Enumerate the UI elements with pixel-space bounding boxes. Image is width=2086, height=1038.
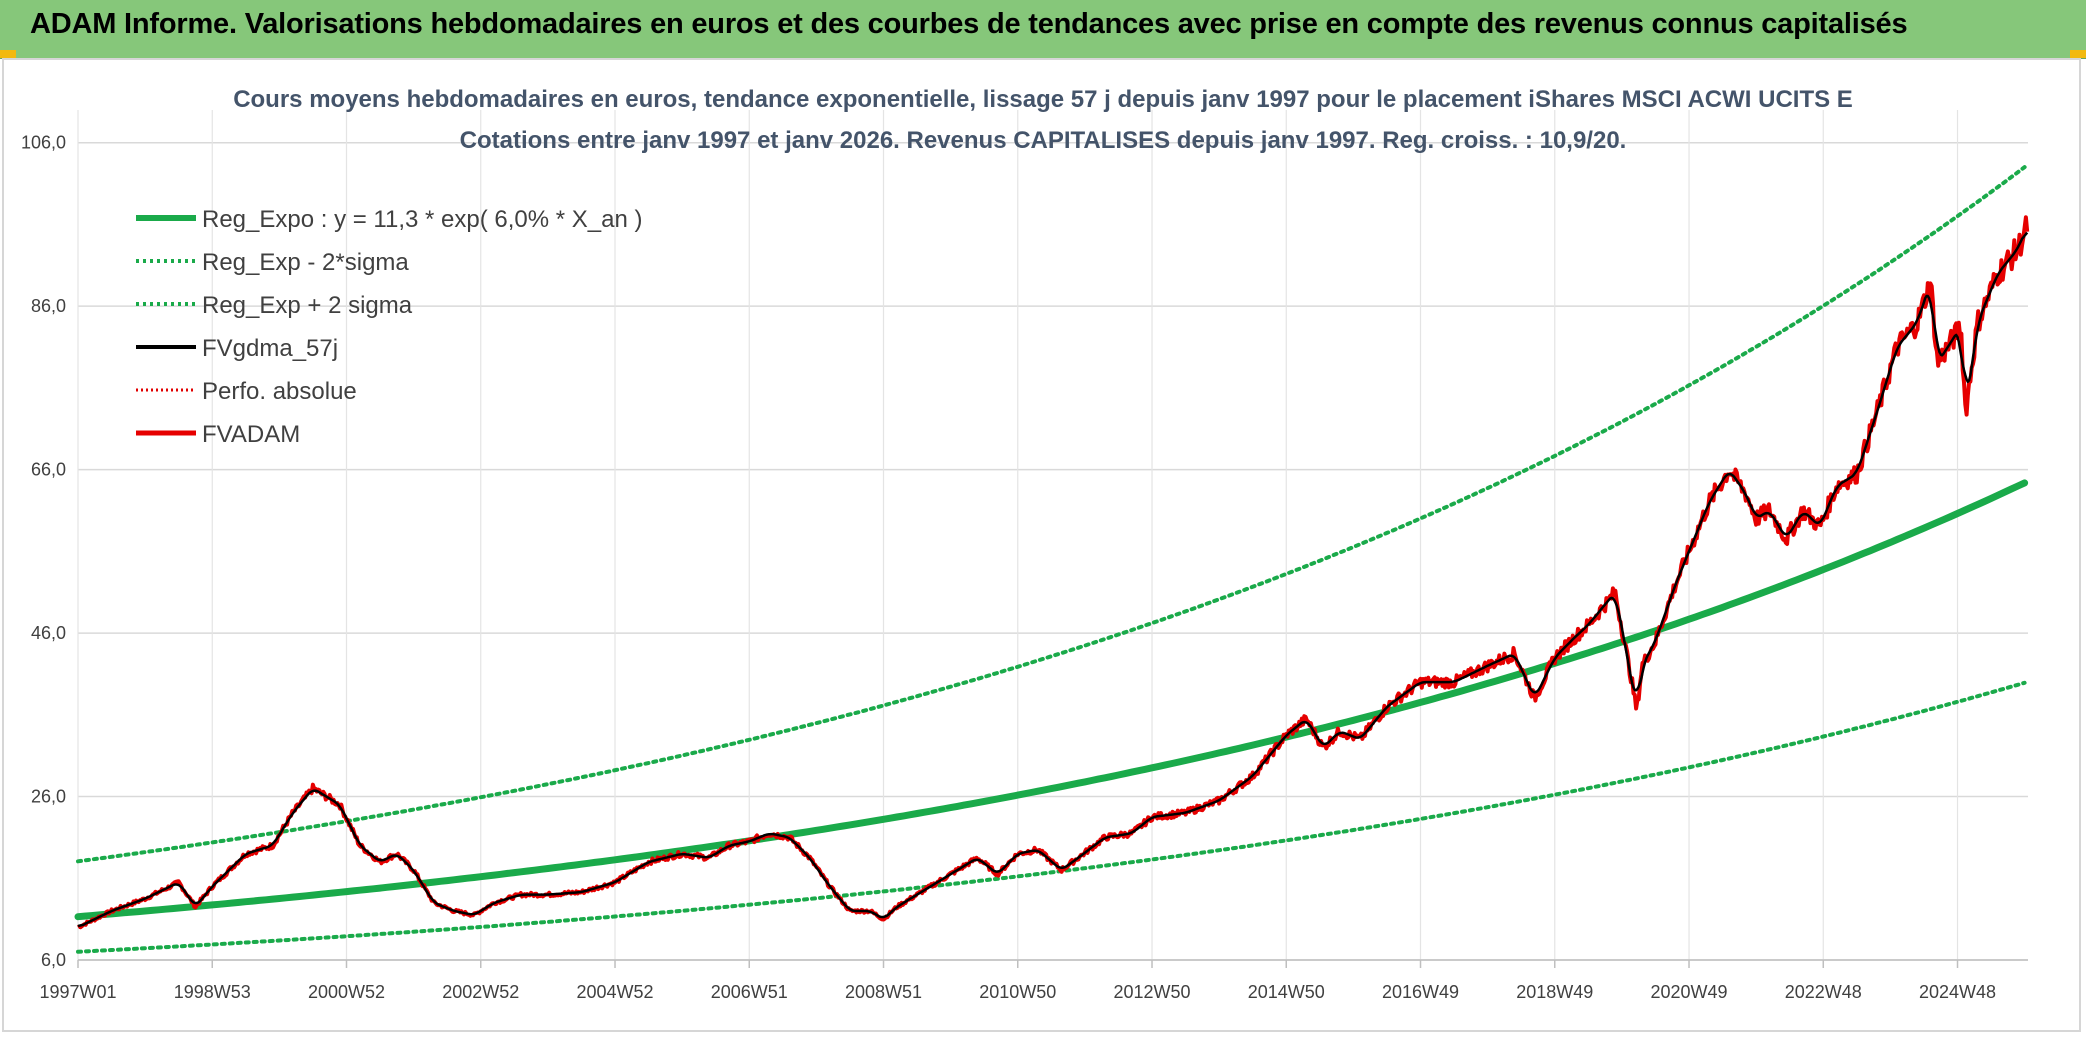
legend-swatch-fvgdma	[136, 345, 196, 349]
x-tick-label: 1998W53	[174, 982, 251, 1002]
corner-marker-right	[2070, 50, 2086, 58]
x-tick-label: 2002W52	[442, 982, 519, 1002]
y-tick-label: 106,0	[21, 133, 66, 153]
y-tick-label: 86,0	[31, 296, 66, 316]
legend-label-fvgdma: FVgdma_57j	[202, 335, 339, 362]
legend-swatch-perfo	[136, 388, 196, 392]
y-tick-label: 26,0	[31, 787, 66, 807]
corner-marker-left	[0, 50, 16, 58]
legend-label-perfo: Perfo. absolue	[202, 378, 357, 405]
x-tick-label: 2008W51	[845, 982, 922, 1002]
report-title: ADAM Informe. Valorisations hebdomadaire…	[30, 8, 1908, 40]
chart-title: Cours moyens hebdomadaires en euros, ten…	[233, 86, 1853, 113]
y-tick-label: 46,0	[31, 623, 66, 643]
legend-swatch-reg-exp-plus	[136, 302, 196, 306]
fvgdma-line	[77, 231, 2029, 928]
legend-swatch-fvadam	[136, 430, 196, 436]
legend-label-reg-expo: Reg_Expo : y = 11,3 * exp( 6,0% * X_an )	[202, 206, 643, 233]
reg-expo-line	[74, 479, 2029, 921]
x-tick-label: 2012W50	[1113, 982, 1190, 1002]
x-tick-label: 2016W49	[1382, 982, 1459, 1002]
chart-frame	[2, 58, 2081, 1032]
x-tick-label: 1997W01	[39, 982, 116, 1002]
x-tick-label: 2014W50	[1248, 982, 1325, 1002]
x-tick-label: 2020W49	[1650, 982, 1727, 1002]
x-tick-label: 2010W50	[979, 982, 1056, 1002]
x-tick-label: 2022W48	[1785, 982, 1862, 1002]
legend-swatch-reg-exp-minus	[136, 259, 196, 263]
x-tick-label: 2000W52	[308, 982, 385, 1002]
x-tick-label: 2006W51	[711, 982, 788, 1002]
reg-exp-minus-2sigma-line	[76, 680, 2027, 954]
y-tick-label: 6,0	[41, 950, 66, 970]
x-tick-label: 2024W48	[1919, 982, 1996, 1002]
legend-label-reg-exp-minus: Reg_Exp - 2*sigma	[202, 249, 409, 276]
legend-label-reg-exp-plus: Reg_Exp + 2 sigma	[202, 292, 413, 319]
x-tick-label: 2018W49	[1516, 982, 1593, 1002]
report-header: ADAM Informe. Valorisations hebdomadaire…	[0, 0, 2086, 59]
x-tick-label: 2004W52	[576, 982, 653, 1002]
fvadam-line	[76, 215, 2030, 930]
y-tick-label: 66,0	[31, 460, 66, 480]
chart-subtitle: Cotations entre janv 1997 et janv 2026. …	[459, 127, 1627, 154]
legend-swatch-reg-expo	[136, 215, 196, 221]
legend-label-fvadam: FVADAM	[202, 421, 301, 448]
reg-exp-plus-2sigma-line	[76, 165, 2027, 864]
